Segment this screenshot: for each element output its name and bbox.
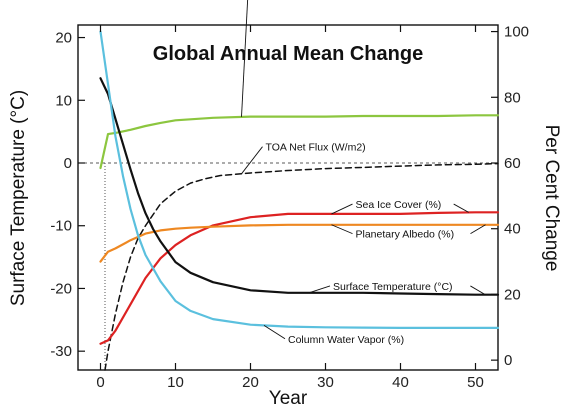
series-leader-0 xyxy=(241,0,249,117)
series-line-0 xyxy=(99,114,500,170)
series-line-1 xyxy=(104,162,499,371)
y-right-tick-label: 40 xyxy=(504,221,521,238)
y-left-tick-label: 0 xyxy=(64,155,72,172)
x-tick-label: 20 xyxy=(242,374,259,391)
y-right-tick-label: 80 xyxy=(504,89,521,106)
series-label-5: Column Water Vapor (%) xyxy=(288,334,404,346)
y-right-tick-label: 100 xyxy=(504,24,529,41)
series-line-5 xyxy=(99,30,500,329)
series-leader-end-3 xyxy=(470,224,486,235)
series-label-3: Planetary Albedo (%) xyxy=(356,229,455,241)
series-leader-2 xyxy=(331,203,353,215)
x-tick-label: 40 xyxy=(392,374,409,391)
y-left-tick-label: -20 xyxy=(50,280,72,297)
series-leader-4 xyxy=(308,285,331,294)
series-line-2 xyxy=(99,211,500,345)
plot-frame xyxy=(77,24,499,371)
series-line-3 xyxy=(99,223,500,263)
series-label-1: TOA Net Flux (W/m2) xyxy=(266,142,366,154)
y-left-tick-label: -30 xyxy=(50,343,72,360)
series-line-4 xyxy=(99,77,500,296)
y-left-tick-label: -10 xyxy=(50,218,72,235)
series-leader-end-2 xyxy=(453,203,469,213)
chart-title: Global Annual Mean Change xyxy=(153,43,423,65)
y-axis-right-title: Per Cent Change xyxy=(541,125,562,272)
series-leader-end-4 xyxy=(470,285,486,296)
y-left-tick-label: 10 xyxy=(55,92,72,109)
y-left-tick-label: 20 xyxy=(55,30,72,47)
x-tick-label: 30 xyxy=(317,374,334,391)
y-right-tick-label: 60 xyxy=(504,155,521,172)
series-leader-3 xyxy=(331,224,353,235)
y-axis-left-title: Surface Temperature (°C) xyxy=(8,90,29,306)
series-label-4: Surface Temperature (°C) xyxy=(333,281,453,293)
x-tick-label: 50 xyxy=(467,374,484,391)
x-tick-label: 0 xyxy=(96,374,104,391)
series-leader-5 xyxy=(263,324,286,340)
y-right-tick-label: 0 xyxy=(504,352,512,369)
y-right-tick-label: 20 xyxy=(504,286,521,303)
series-label-2: Sea Ice Cover (%) xyxy=(356,199,442,211)
x-tick-label: 10 xyxy=(167,374,184,391)
x-axis-title: Year xyxy=(269,388,308,409)
series-leader-1 xyxy=(241,146,263,175)
